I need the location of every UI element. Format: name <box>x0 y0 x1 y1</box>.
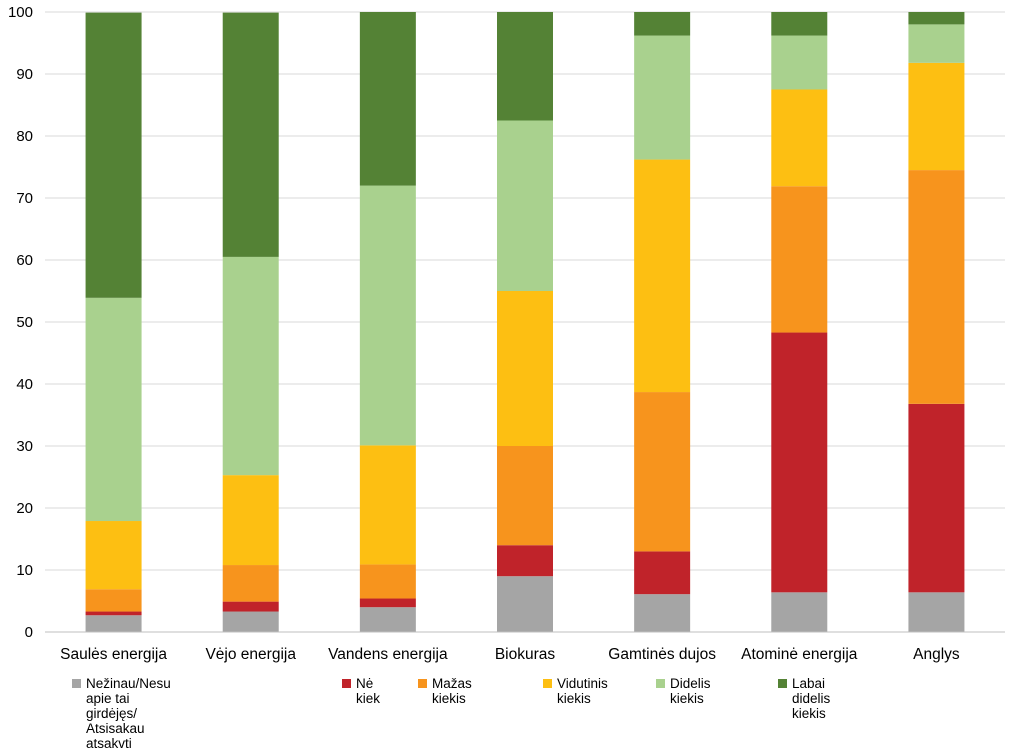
bar-segment <box>634 392 691 552</box>
bar-segment <box>222 611 279 632</box>
legend-swatch <box>342 679 351 688</box>
y-tick-label: 30 <box>16 438 33 455</box>
bar-segment <box>497 545 553 577</box>
y-tick-label: 10 <box>16 562 33 579</box>
bar-segment <box>497 576 553 632</box>
legend-label: Mažas kiekis <box>432 676 472 706</box>
bar-segment <box>359 598 416 608</box>
bar-segment <box>85 611 142 616</box>
bar-segment <box>634 159 691 393</box>
bar-segment <box>771 592 828 632</box>
bar-segment <box>222 12 279 257</box>
bar-segment <box>634 594 691 632</box>
y-tick-label: 20 <box>16 500 33 517</box>
bar-segment <box>222 475 279 566</box>
legend-label: Nė kiek <box>356 676 381 706</box>
bar-segment <box>222 601 279 612</box>
y-tick-label: 70 <box>16 190 33 207</box>
bar-segment <box>359 607 416 632</box>
bar-segment <box>222 256 279 476</box>
y-tick-label: 90 <box>16 66 33 83</box>
legend-swatch <box>72 679 81 688</box>
bar-segment <box>359 564 416 599</box>
x-category-label: Gamtinės dujos <box>608 646 716 663</box>
bar-segment <box>908 170 965 404</box>
bar-segment <box>85 615 142 632</box>
bar-segment <box>771 12 828 36</box>
bar-segment <box>771 35 828 90</box>
y-tick-label: 50 <box>16 314 33 331</box>
bar-segment <box>771 186 828 333</box>
x-category-label: Vandens energija <box>328 646 448 663</box>
bar-segment <box>908 592 965 632</box>
bars <box>85 12 965 632</box>
stacked-bar-chart: 0 10 20 30 40 50 60 70 80 90 100 Saulės energija Vė… <box>8 4 1005 663</box>
legend-label: Nežinau/Nesu apie tai girdėjęs/ Atsisaka… <box>86 676 171 751</box>
bar-segment <box>771 332 828 593</box>
x-category-label: Atominė energija <box>741 646 858 663</box>
bar-segment <box>359 12 416 186</box>
bar-segment <box>908 62 965 171</box>
x-category-label: Anglys <box>913 646 960 663</box>
x-category-label: Saulės energija <box>60 646 167 663</box>
bar-segment <box>634 12 691 36</box>
x-category-label: Vėjo energija <box>205 646 296 663</box>
legend-swatch <box>778 679 787 688</box>
legend-label: Didelis kiekis <box>670 676 711 706</box>
bar-segment <box>85 521 142 590</box>
bar-segment <box>497 12 553 121</box>
legend-swatch <box>543 679 552 688</box>
y-tick-label: 0 <box>25 624 33 641</box>
legend-swatch <box>418 679 427 688</box>
bar-segment <box>634 551 691 595</box>
bar-segment <box>85 12 142 298</box>
bar-segment <box>497 446 553 546</box>
y-tick-label: 40 <box>16 376 33 393</box>
bar-segment <box>634 35 691 160</box>
bar-segment <box>497 291 553 446</box>
bar-segment <box>359 185 416 446</box>
bar-segment <box>497 120 553 291</box>
y-tick-label: 60 <box>16 252 33 269</box>
y-tick-label: 80 <box>16 128 33 145</box>
legend-label: Labai didelis kiekis <box>792 676 831 721</box>
legend: Nežinau/Nesu apie tai girdėjęs/ Atsisaka… <box>72 676 1002 751</box>
legend-swatch <box>656 679 665 688</box>
bar-segment <box>908 12 965 25</box>
bar-segment <box>222 565 279 602</box>
x-category-label: Biokuras <box>495 646 556 663</box>
y-axis-ticks: 0 10 20 30 40 50 60 70 80 90 100 <box>8 4 33 641</box>
bar-segment <box>908 24 965 63</box>
bar-segment <box>908 403 965 593</box>
y-tick-label: 100 <box>8 4 33 21</box>
bar-segment <box>771 89 828 187</box>
x-axis-category-labels: Saulės energija Vėjo energija Vandens ener… <box>60 646 960 663</box>
bar-segment <box>85 297 142 522</box>
bar-segment <box>85 589 142 612</box>
legend-label: Vidutinis kiekis <box>557 676 608 706</box>
bar-segment <box>359 445 416 565</box>
